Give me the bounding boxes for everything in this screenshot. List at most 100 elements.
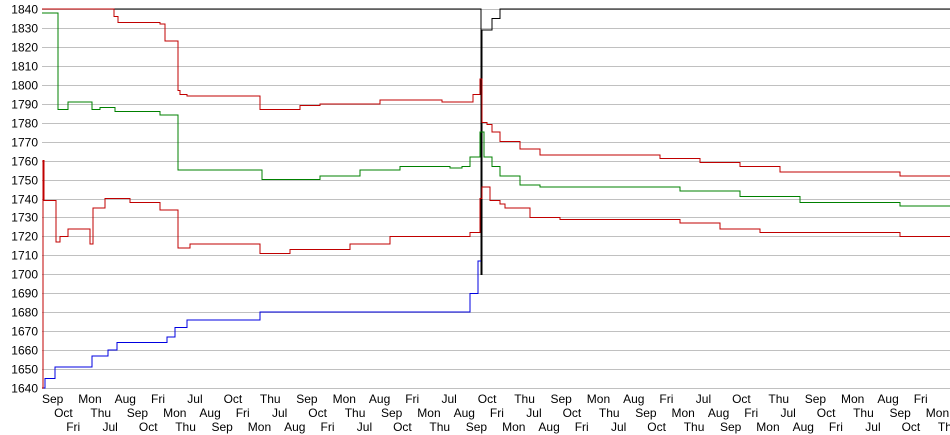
x-tick-label: Jul	[611, 420, 626, 434]
x-tick-label: Thu	[684, 420, 705, 434]
gridlines	[42, 9, 950, 389]
x-tick-label: Aug	[793, 420, 814, 434]
x-tick-label: Thu	[90, 406, 111, 420]
x-tick-label: Aug	[284, 420, 305, 434]
x-tick-label: Sep	[127, 406, 149, 420]
y-tick-label: 1640	[11, 382, 38, 396]
x-tick-label: Oct	[563, 406, 582, 420]
y-tick-label: 1830	[11, 22, 38, 36]
series-lines	[42, 8, 950, 389]
x-tick-label: Mon	[417, 406, 440, 420]
x-tick-label: Oct	[139, 420, 158, 434]
y-tick-label: 1750	[11, 174, 38, 188]
x-tick-label: Mon	[78, 392, 101, 406]
x-tick-label: Aug	[623, 392, 644, 406]
y-tick-label: 1680	[11, 306, 38, 320]
x-tick-label: Mon	[248, 420, 271, 434]
y-tick-label: 1810	[11, 60, 38, 74]
x-tick-label: Jul	[865, 420, 880, 434]
x-tick-label: Aug	[369, 392, 390, 406]
x-tick-label: Aug	[199, 406, 220, 420]
x-tick-label: Oct	[817, 406, 836, 420]
x-tick-label: Jul	[272, 406, 287, 420]
x-tick-label: Mon	[926, 406, 949, 420]
x-tick-label: Fri	[405, 392, 419, 406]
x-tick-label: Sep	[720, 420, 742, 434]
series-line-middle	[42, 12, 950, 207]
series-line-upper	[42, 8, 950, 177]
y-axis-ticks: 1640 1650 1660 1670 1680 1690 1700 1710 1720 1730…	[11, 3, 38, 396]
x-tick-label: Aug	[454, 406, 475, 420]
x-tick-label: Thu	[175, 420, 196, 434]
x-tick-label: Jul	[357, 420, 372, 434]
x-tick-label: Mon	[756, 420, 779, 434]
x-tick-label: Oct	[54, 406, 73, 420]
x-tick-label: Aug	[538, 420, 559, 434]
x-tick-label: Thu	[345, 406, 366, 420]
x-tick-label: Oct	[647, 420, 666, 434]
x-tick-label: Thu	[260, 392, 281, 406]
x-tick-label: Sep	[466, 420, 488, 434]
x-tick-label: Thu	[938, 420, 950, 434]
series-line-lower	[42, 160, 950, 389]
x-tick-label: Jul	[781, 406, 796, 420]
y-tick-label: 1730	[11, 211, 38, 225]
x-tick-label: Oct	[902, 420, 921, 434]
y-tick-label: 1790	[11, 98, 38, 112]
x-tick-label: Oct	[478, 392, 497, 406]
x-tick-label: Aug	[708, 406, 729, 420]
x-tick-label: Jul	[442, 392, 457, 406]
x-tick-label: Jul	[696, 392, 711, 406]
x-tick-label: Mon	[841, 392, 864, 406]
x-tick-label: Oct	[308, 406, 327, 420]
series-line-min	[42, 260, 481, 389]
x-tick-label: Mon	[333, 392, 356, 406]
x-tick-label: Fri	[744, 406, 758, 420]
x-tick-label: Thu	[599, 406, 620, 420]
x-tick-label: Fri	[659, 392, 673, 406]
x-tick-label: Aug	[877, 392, 898, 406]
x-tick-label: Fri	[321, 420, 335, 434]
x-tick-label: Sep	[296, 392, 318, 406]
y-tick-label: 1660	[11, 344, 38, 358]
y-tick-label: 1690	[11, 287, 38, 301]
x-tick-label: Oct	[732, 392, 751, 406]
x-tick-label: Fri	[66, 420, 80, 434]
x-tick-label: Fri	[575, 420, 589, 434]
y-tick-label: 1820	[11, 41, 38, 55]
y-tick-label: 1840	[11, 3, 38, 17]
series-line-max	[42, 8, 950, 275]
y-tick-label: 1700	[11, 268, 38, 282]
y-tick-label: 1720	[11, 230, 38, 244]
x-tick-label: Oct	[224, 392, 243, 406]
x-tick-label: Mon	[502, 420, 525, 434]
x-tick-label: Thu	[853, 406, 874, 420]
x-tick-label: Jul	[187, 392, 202, 406]
y-tick-label: 1740	[11, 193, 38, 207]
x-tick-label: Fri	[236, 406, 250, 420]
x-tick-label: Thu	[768, 392, 789, 406]
x-tick-label: Oct	[393, 420, 412, 434]
x-tick-label: Aug	[115, 392, 136, 406]
x-tick-label: Sep	[890, 406, 912, 420]
x-tick-label: Thu	[429, 420, 450, 434]
x-tick-label: Fri	[490, 406, 504, 420]
x-tick-label: Mon	[163, 406, 186, 420]
x-tick-label: Fri	[829, 420, 843, 434]
x-tick-label: Sep	[551, 392, 573, 406]
x-tick-label: Thu	[514, 392, 535, 406]
y-tick-label: 1650	[11, 363, 38, 377]
x-tick-label: Jul	[103, 420, 118, 434]
x-tick-label: Mon	[587, 392, 610, 406]
x-tick-label: Sep	[805, 392, 827, 406]
x-tick-label: Fri	[151, 392, 165, 406]
y-tick-label: 1780	[11, 117, 38, 131]
y-tick-label: 1710	[11, 249, 38, 263]
y-tick-label: 1670	[11, 325, 38, 339]
x-axis-ticks: SepOctFriMonThuJulAugSepOctFriMonThuJulA…	[42, 392, 950, 434]
x-tick-label: Mon	[672, 406, 695, 420]
x-tick-label: Sep	[635, 406, 657, 420]
x-tick-label: Sep	[381, 406, 403, 420]
y-tick-label: 1770	[11, 136, 38, 150]
